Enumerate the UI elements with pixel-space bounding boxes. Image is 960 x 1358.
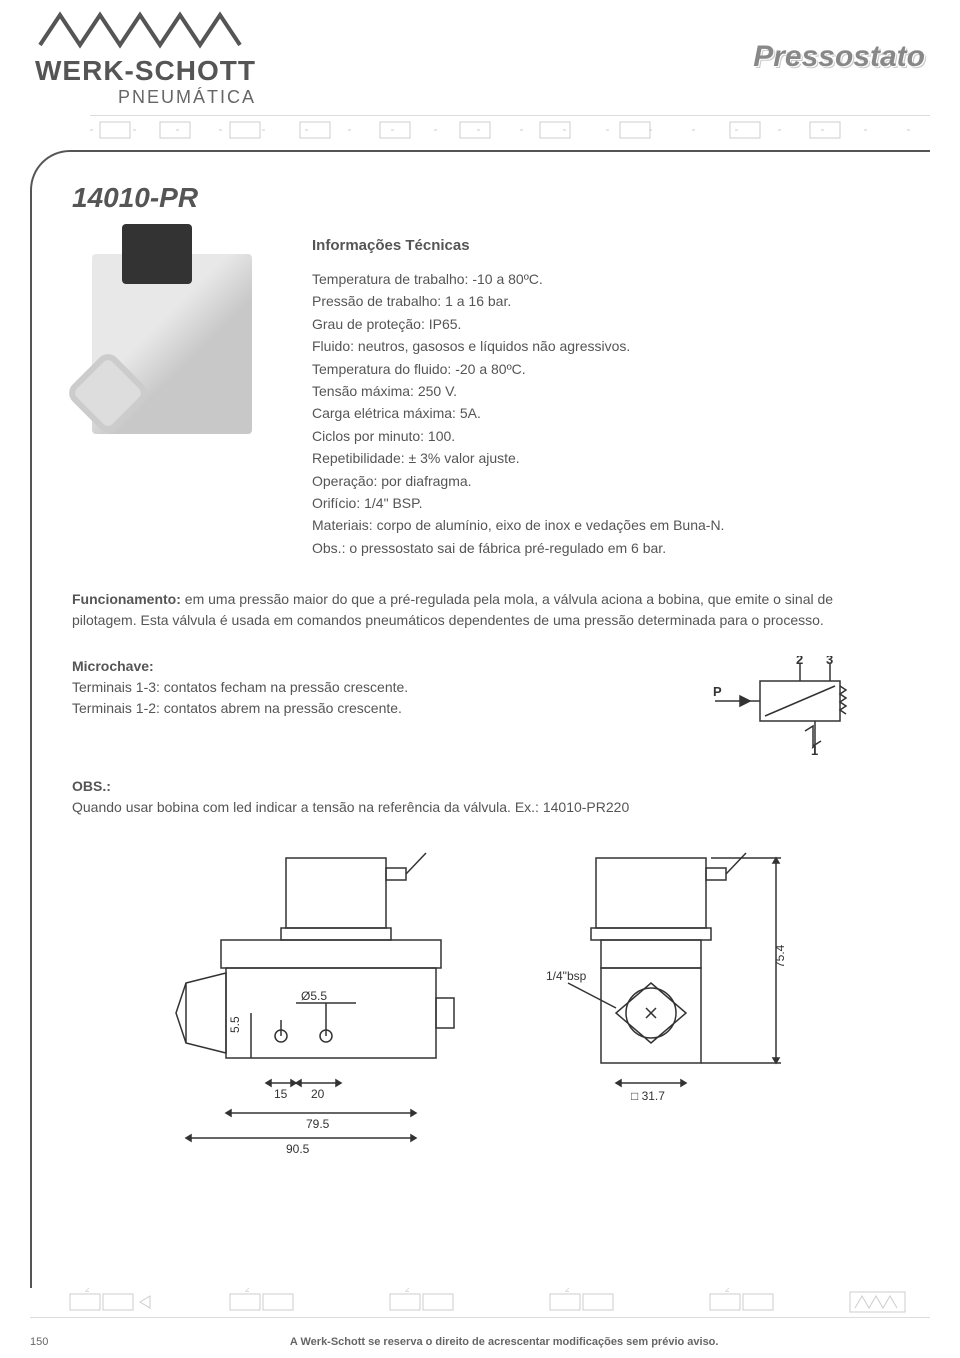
content-frame: 14010-PR Informações Técnicas Temperatur… (30, 150, 930, 1288)
svg-text:2: 2 (725, 1288, 730, 1294)
info-line: Pressão de trabalho: 1 a 16 bar. (312, 290, 900, 312)
info-line: Orifício: 1/4" BSP. (312, 492, 900, 514)
info-line: Materiais: corpo de alumínio, eixo de in… (312, 514, 900, 536)
brand-subtitle: PNEUMÁTICA (35, 87, 256, 108)
dim-d6: 90.5 (286, 1142, 310, 1156)
tech-info: Informações Técnicas Temperatura de trab… (312, 234, 900, 559)
microchave-line: Terminais 1-3: contatos fecham na pressã… (72, 677, 680, 698)
svg-text:2: 2 (405, 1288, 410, 1294)
dim-d2: Ø5.5 (301, 989, 327, 1003)
obs-heading: OBS.: (72, 776, 900, 797)
obs-text: Quando usar bobina com led indicar a ten… (72, 797, 900, 818)
footer-disclaimer: A Werk-Schott se reserva o direito de ac… (78, 1336, 930, 1348)
dim-d3: 15 (274, 1087, 288, 1101)
symbol-port-2: 2 (796, 656, 803, 667)
page-header: WERK-SCHOTT PNEUMÁTICA Pressostato (0, 0, 960, 150)
funcionamento-block: Funcionamento: em uma pressão maior do q… (72, 589, 900, 631)
tech-info-heading: Informações Técnicas (312, 234, 900, 258)
decorative-schematic-top (90, 115, 930, 145)
dim-h: 75.4 (773, 944, 787, 968)
pressostato-render-icon (92, 254, 252, 434)
product-code: 14010-PR (72, 182, 900, 214)
page-footer: 150 A Werk-Schott se reserva o direito d… (30, 1336, 930, 1348)
svg-text:2: 2 (245, 1288, 250, 1294)
decorative-schematic-bottom: 2 2 2 2 2 (30, 1288, 930, 1318)
symbol-port-p: P (713, 684, 722, 699)
front-view-drawing: 5.5 Ø5.5 15 20 79.5 90.5 (126, 848, 506, 1168)
info-line: Fluido: neutros, gasosos e líquidos não … (312, 335, 900, 357)
info-line: Grau de proteção: IP65. (312, 313, 900, 335)
funcionamento-text: em uma pressão maior do que a pré-regula… (72, 591, 833, 628)
page-category: Pressostato (753, 40, 925, 74)
svg-text:2: 2 (565, 1288, 570, 1294)
technical-drawings: 5.5 Ø5.5 15 20 79.5 90.5 (72, 848, 900, 1168)
info-line: Obs.: o pressostato sai de fábrica pré-r… (312, 537, 900, 559)
dim-d5: 79.5 (306, 1117, 330, 1131)
info-line: Carga elétrica máxima: 5A. (312, 402, 900, 424)
info-line: Ciclos por minuto: 100. (312, 425, 900, 447)
microchave-line: Terminais 1-2: contatos abrem na pressão… (72, 698, 680, 719)
info-line: Temperatura de trabalho: -10 a 80ºC. (312, 268, 900, 290)
brand-name: WERK-SCHOTT (35, 55, 256, 87)
info-line: Repetibilidade: ± 3% valor ajuste. (312, 447, 900, 469)
obs-block: OBS.: Quando usar bobina com led indicar… (72, 776, 900, 818)
top-section: Informações Técnicas Temperatura de trab… (72, 234, 900, 559)
page-number: 150 (30, 1336, 48, 1348)
microchave-text: Microchave: Terminais 1-3: contatos fech… (72, 656, 680, 719)
symbol-port-3: 3 (826, 656, 833, 667)
dim-thread: 1/4"bsp (546, 969, 587, 983)
product-photo (72, 234, 272, 454)
info-line: Tensão máxima: 250 V. (312, 380, 900, 402)
info-line: Operação: por diafragma. (312, 470, 900, 492)
microchave-section: Microchave: Terminais 1-3: contatos fech… (72, 656, 900, 756)
funcionamento-label: Funcionamento: (72, 591, 181, 607)
svg-text:2: 2 (85, 1288, 90, 1294)
info-line: Temperatura do fluido: -20 a 80ºC. (312, 358, 900, 380)
dim-d1: 5.5 (228, 1016, 242, 1033)
symbol-port-1: 1 (811, 743, 818, 756)
side-view-drawing: 1/4"bsp □ 31.7 75.4 (546, 848, 846, 1168)
dim-sq: □ 31.7 (631, 1089, 665, 1103)
logo-zigzag-icon (35, 10, 255, 50)
microchave-heading: Microchave: (72, 656, 680, 677)
dim-d4: 20 (311, 1087, 325, 1101)
brand-logo: WERK-SCHOTT PNEUMÁTICA (35, 10, 256, 108)
pneumatic-symbol-icon: P 2 3 1 (710, 656, 900, 756)
